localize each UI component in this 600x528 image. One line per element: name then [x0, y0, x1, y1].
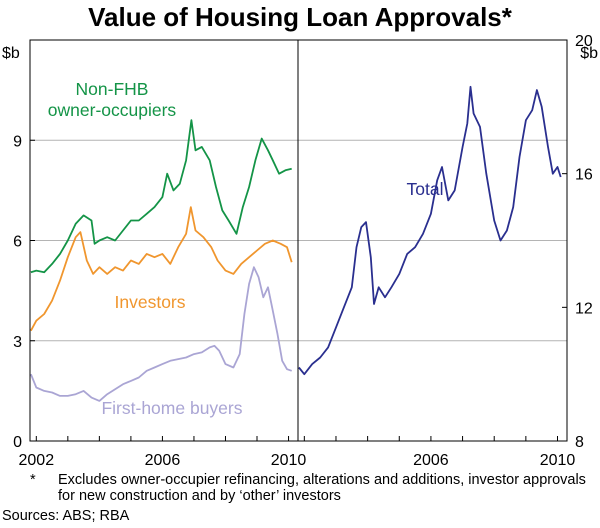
series-line-non-fhb-owner-occupiers: [30, 119, 292, 274]
series-label-non-fhb-owner-occupiers: Non-FHB: [76, 79, 149, 99]
frame-layer: [29, 39, 568, 442]
right-y-tick-label: 16: [575, 167, 593, 184]
chart-title: Value of Housing Loan Approvals*: [88, 2, 512, 32]
footnote-text: Excludes owner-occupier refinancing, alt…: [58, 472, 586, 504]
left-y-tick-label: 0: [13, 434, 22, 451]
left-x-tick-label: 2006: [145, 452, 181, 469]
left-y-tick-label: 3: [13, 334, 22, 351]
left-x-tick-label: 2002: [19, 452, 55, 469]
left-y-tick-label: 6: [13, 234, 22, 251]
footnote-marker: *: [30, 472, 36, 488]
series-line-first-home-buyers: [30, 266, 292, 402]
left-y-unit: $b: [2, 45, 20, 62]
series-label-investors: Investors: [115, 292, 186, 312]
right-x-tick-label: 2006: [413, 452, 449, 469]
sources-note: Sources: ABS; RBA: [2, 508, 130, 524]
right-y-tick-label: 8: [575, 434, 584, 451]
right-x-tick-label: 2010: [540, 452, 576, 469]
right-y-tick-label: 12: [575, 300, 593, 317]
series-label-non-fhb-owner-occupiers: owner-occupiers: [48, 100, 177, 120]
right-y-unit: $b: [580, 45, 598, 62]
right-y-tick-label: 20: [575, 33, 593, 50]
left-x-tick-label: 2010: [271, 452, 307, 469]
series-label-total: Total: [407, 179, 444, 199]
series-line-investors: [30, 206, 293, 332]
series-label-first-home-buyers: First-home buyers: [101, 398, 242, 418]
left-y-tick-label: 9: [13, 133, 22, 150]
series-line-total: [298, 85, 562, 376]
series-layer: [30, 85, 562, 402]
